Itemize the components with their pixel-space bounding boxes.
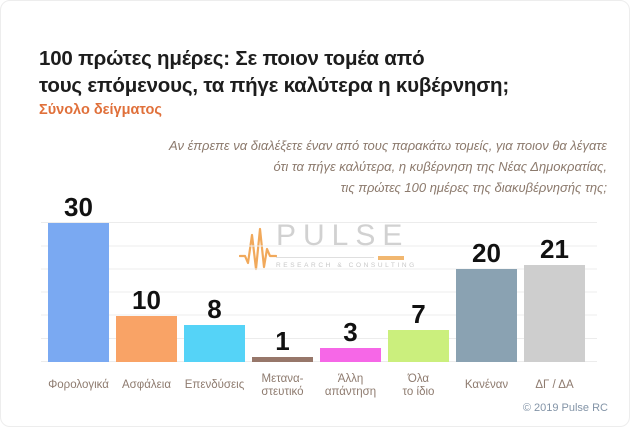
question-line-3: τις πρώτες 100 ημέρες της διακυβέρνησής … xyxy=(340,180,607,195)
category-label: Επενδύσεις xyxy=(184,379,245,392)
bar xyxy=(456,269,517,362)
bar-value-label: 8 xyxy=(207,294,222,324)
sample-subtitle: Σύνολο δείγματος xyxy=(39,102,162,118)
category-label: Κανέναν xyxy=(464,379,509,392)
bar xyxy=(320,348,381,362)
bar-value-label: 3 xyxy=(343,317,358,348)
copyright-notice: © 2019 Pulse RC xyxy=(522,402,608,414)
category-labels-row: Φορολογικά Ασφάλεια Επενδύσεις Μετανα- στευ… xyxy=(48,369,585,403)
bar-group: 21 xyxy=(524,235,585,362)
bar-group: 10 xyxy=(116,286,177,362)
bar-value-label: 10 xyxy=(132,284,161,315)
bars-row: 30 10 8 1 3 7 20 21 xyxy=(48,62,585,362)
bar xyxy=(48,223,109,362)
bar-value-label: 21 xyxy=(540,233,569,264)
bar xyxy=(184,325,245,362)
title-line-2: τους επόμενους, τα πήγε καλύτερα η κυβέρ… xyxy=(39,74,509,97)
bar xyxy=(116,315,177,362)
question-line-2: ότι τα πήγε καλύτερα, η κυβέρνηση της Νέ… xyxy=(273,159,607,174)
bar-group: 8 xyxy=(184,295,245,362)
category-label: Φορολογικά xyxy=(48,379,109,392)
bar-value-label: 1 xyxy=(275,326,290,357)
category-label: Άλλη απάντηση xyxy=(324,372,377,399)
bar-group: 1 xyxy=(252,327,313,362)
question-line-1: Αν έπρεπε να διαλέξετε έναν από τους παρ… xyxy=(169,138,607,153)
bar-group: 20 xyxy=(456,239,517,362)
bar-group: 3 xyxy=(320,318,381,362)
title-line-1: 100 πρώτες ημέρες: Σε ποιον τομέα από xyxy=(39,47,425,70)
bar-value-label: 20 xyxy=(472,238,501,269)
page-title: 100 πρώτες ημέρες: Σε ποιον τομέα από το… xyxy=(39,45,509,99)
bar xyxy=(252,357,313,362)
bar xyxy=(388,329,449,362)
bar-group: 7 xyxy=(388,300,449,362)
category-label: Ασφάλεια xyxy=(122,379,171,392)
survey-question: Αν έπρεπε να διαλέξετε έναν από τους παρ… xyxy=(107,135,607,198)
category-label: ΔΓ / ΔΑ xyxy=(535,379,574,392)
bar xyxy=(524,264,585,362)
bar-value-label: 30 xyxy=(64,192,93,223)
category-label: Όλα το ίδιο xyxy=(402,372,435,399)
bar-chart-plot-area: 30 10 8 1 3 7 20 21 xyxy=(41,193,597,362)
bar-group: 30 xyxy=(48,193,109,362)
bar-value-label: 7 xyxy=(411,298,426,329)
category-label: Μετανα- στευτικό xyxy=(261,372,304,399)
